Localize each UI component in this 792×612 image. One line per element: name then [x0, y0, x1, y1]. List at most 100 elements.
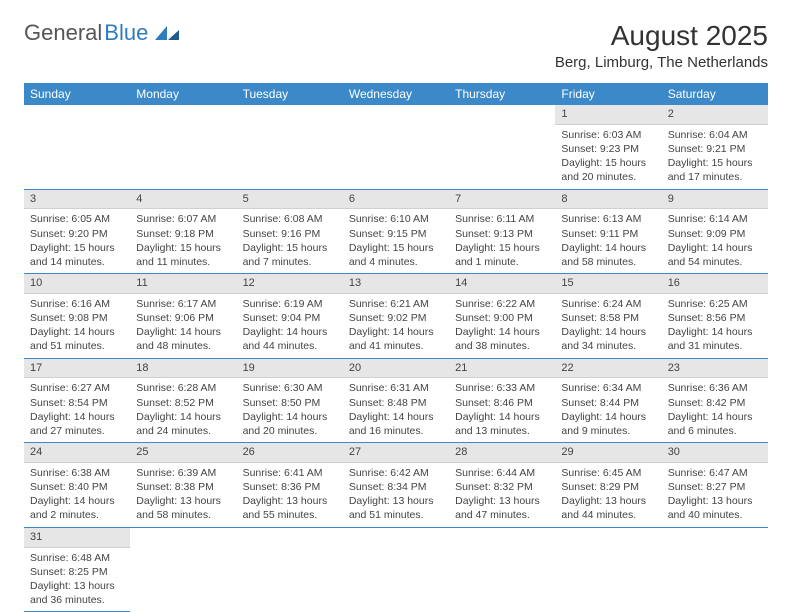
- day-info-line: Sunset: 8:46 PM: [455, 396, 549, 410]
- day-number: 1: [555, 105, 661, 125]
- day-number: 17: [24, 359, 130, 379]
- day-info-line: and 55 minutes.: [243, 508, 337, 522]
- day-info-line: Daylight: 14 hours: [561, 241, 655, 255]
- title-block: August 2025 Berg, Limburg, The Netherlan…: [555, 20, 768, 71]
- calendar-day: 13Sunrise: 6:21 AMSunset: 9:02 PMDayligh…: [343, 274, 449, 359]
- day-info-line: Sunset: 8:32 PM: [455, 480, 549, 494]
- day-number: 20: [343, 359, 449, 379]
- day-info-line: Sunrise: 6:03 AM: [561, 128, 655, 142]
- day-number: 9: [662, 190, 768, 210]
- day-info-line: Sunrise: 6:17 AM: [136, 297, 230, 311]
- day-info-line: and 11 minutes.: [136, 255, 230, 269]
- calendar-day: 30Sunrise: 6:47 AMSunset: 8:27 PMDayligh…: [662, 443, 768, 528]
- day-info-line: Sunrise: 6:22 AM: [455, 297, 549, 311]
- day-info-line: Sunrise: 6:11 AM: [455, 212, 549, 226]
- day-info-line: and 24 minutes.: [136, 424, 230, 438]
- calendar-day: 25Sunrise: 6:39 AMSunset: 8:38 PMDayligh…: [130, 443, 236, 528]
- calendar-day: 7Sunrise: 6:11 AMSunset: 9:13 PMDaylight…: [449, 189, 555, 274]
- day-info-line: Sunset: 9:23 PM: [561, 142, 655, 156]
- day-info-line: Sunset: 8:48 PM: [349, 396, 443, 410]
- day-info-line: Daylight: 14 hours: [561, 325, 655, 339]
- day-info-line: Sunset: 8:29 PM: [561, 480, 655, 494]
- day-number: 26: [237, 443, 343, 463]
- day-info: Sunrise: 6:10 AMSunset: 9:15 PMDaylight:…: [343, 209, 449, 273]
- day-info-line: Sunrise: 6:08 AM: [243, 212, 337, 226]
- day-info-line: Daylight: 14 hours: [668, 241, 762, 255]
- day-info: Sunrise: 6:25 AMSunset: 8:56 PMDaylight:…: [662, 294, 768, 358]
- calendar-day: 18Sunrise: 6:28 AMSunset: 8:52 PMDayligh…: [130, 358, 236, 443]
- calendar-day: 20Sunrise: 6:31 AMSunset: 8:48 PMDayligh…: [343, 358, 449, 443]
- day-info-line: Sunrise: 6:24 AM: [561, 297, 655, 311]
- day-info-line: Daylight: 13 hours: [668, 494, 762, 508]
- day-info-line: Sunset: 9:11 PM: [561, 227, 655, 241]
- day-info-line: and 1 minute.: [455, 255, 549, 269]
- day-number: 5: [237, 190, 343, 210]
- calendar-week: 31Sunrise: 6:48 AMSunset: 8:25 PMDayligh…: [24, 527, 768, 612]
- day-info-line: and 48 minutes.: [136, 339, 230, 353]
- logo-text-1: General: [24, 20, 102, 46]
- day-number: 3: [24, 190, 130, 210]
- day-info-line: and 47 minutes.: [455, 508, 549, 522]
- calendar-day: 6Sunrise: 6:10 AMSunset: 9:15 PMDaylight…: [343, 189, 449, 274]
- day-header: Sunday: [24, 83, 130, 105]
- day-info: Sunrise: 6:19 AMSunset: 9:04 PMDaylight:…: [237, 294, 343, 358]
- day-info-line: Sunrise: 6:38 AM: [30, 466, 124, 480]
- day-info-line: and 7 minutes.: [243, 255, 337, 269]
- day-info: Sunrise: 6:30 AMSunset: 8:50 PMDaylight:…: [237, 378, 343, 442]
- day-info-line: Sunset: 8:25 PM: [30, 565, 124, 579]
- calendar-day: 26Sunrise: 6:41 AMSunset: 8:36 PMDayligh…: [237, 443, 343, 528]
- calendar-day: 15Sunrise: 6:24 AMSunset: 8:58 PMDayligh…: [555, 274, 661, 359]
- day-info: Sunrise: 6:28 AMSunset: 8:52 PMDaylight:…: [130, 378, 236, 442]
- day-info-line: and 20 minutes.: [561, 170, 655, 184]
- day-info-line: Sunset: 9:16 PM: [243, 227, 337, 241]
- calendar-empty: [237, 527, 343, 612]
- day-info-line: and 27 minutes.: [30, 424, 124, 438]
- day-info: Sunrise: 6:42 AMSunset: 8:34 PMDaylight:…: [343, 463, 449, 527]
- day-number: 4: [130, 190, 236, 210]
- day-number: 30: [662, 443, 768, 463]
- day-number: 10: [24, 274, 130, 294]
- day-info-line: and 4 minutes.: [349, 255, 443, 269]
- day-info-line: Sunset: 8:42 PM: [668, 396, 762, 410]
- day-info-line: and 14 minutes.: [30, 255, 124, 269]
- day-info-line: Sunrise: 6:13 AM: [561, 212, 655, 226]
- location: Berg, Limburg, The Netherlands: [555, 54, 768, 71]
- calendar-table: SundayMondayTuesdayWednesdayThursdayFrid…: [24, 83, 768, 612]
- day-info-line: Sunrise: 6:28 AM: [136, 381, 230, 395]
- calendar-day: 4Sunrise: 6:07 AMSunset: 9:18 PMDaylight…: [130, 189, 236, 274]
- calendar-day: 21Sunrise: 6:33 AMSunset: 8:46 PMDayligh…: [449, 358, 555, 443]
- day-info: Sunrise: 6:45 AMSunset: 8:29 PMDaylight:…: [555, 463, 661, 527]
- day-info-line: and 2 minutes.: [30, 508, 124, 522]
- day-info-line: Sunrise: 6:41 AM: [243, 466, 337, 480]
- day-info-line: Sunset: 8:50 PM: [243, 396, 337, 410]
- day-number: 2: [662, 105, 768, 125]
- day-info-line: and 13 minutes.: [455, 424, 549, 438]
- day-info: Sunrise: 6:14 AMSunset: 9:09 PMDaylight:…: [662, 209, 768, 273]
- calendar-empty: [662, 527, 768, 612]
- day-number: 7: [449, 190, 555, 210]
- calendar-empty: [24, 105, 130, 189]
- day-info-line: Sunrise: 6:39 AM: [136, 466, 230, 480]
- day-info-line: Sunrise: 6:34 AM: [561, 381, 655, 395]
- day-info-line: Daylight: 15 hours: [136, 241, 230, 255]
- calendar-empty: [237, 105, 343, 189]
- day-info-line: Daylight: 15 hours: [668, 156, 762, 170]
- day-info-line: Sunrise: 6:44 AM: [455, 466, 549, 480]
- day-info-line: Sunrise: 6:30 AM: [243, 381, 337, 395]
- calendar-day: 27Sunrise: 6:42 AMSunset: 8:34 PMDayligh…: [343, 443, 449, 528]
- day-info-line: Sunrise: 6:16 AM: [30, 297, 124, 311]
- day-info-line: Sunset: 9:06 PM: [136, 311, 230, 325]
- day-number: 14: [449, 274, 555, 294]
- day-info-line: Daylight: 14 hours: [30, 325, 124, 339]
- day-info-line: Daylight: 14 hours: [668, 325, 762, 339]
- day-info-line: Daylight: 15 hours: [349, 241, 443, 255]
- day-info-line: and 58 minutes.: [136, 508, 230, 522]
- day-info-line: Sunrise: 6:05 AM: [30, 212, 124, 226]
- day-info-line: and 36 minutes.: [30, 593, 124, 607]
- day-info-line: Sunrise: 6:04 AM: [668, 128, 762, 142]
- day-info: Sunrise: 6:41 AMSunset: 8:36 PMDaylight:…: [237, 463, 343, 527]
- day-number: 11: [130, 274, 236, 294]
- day-number: 28: [449, 443, 555, 463]
- day-header: Wednesday: [343, 83, 449, 105]
- day-info-line: Sunset: 8:27 PM: [668, 480, 762, 494]
